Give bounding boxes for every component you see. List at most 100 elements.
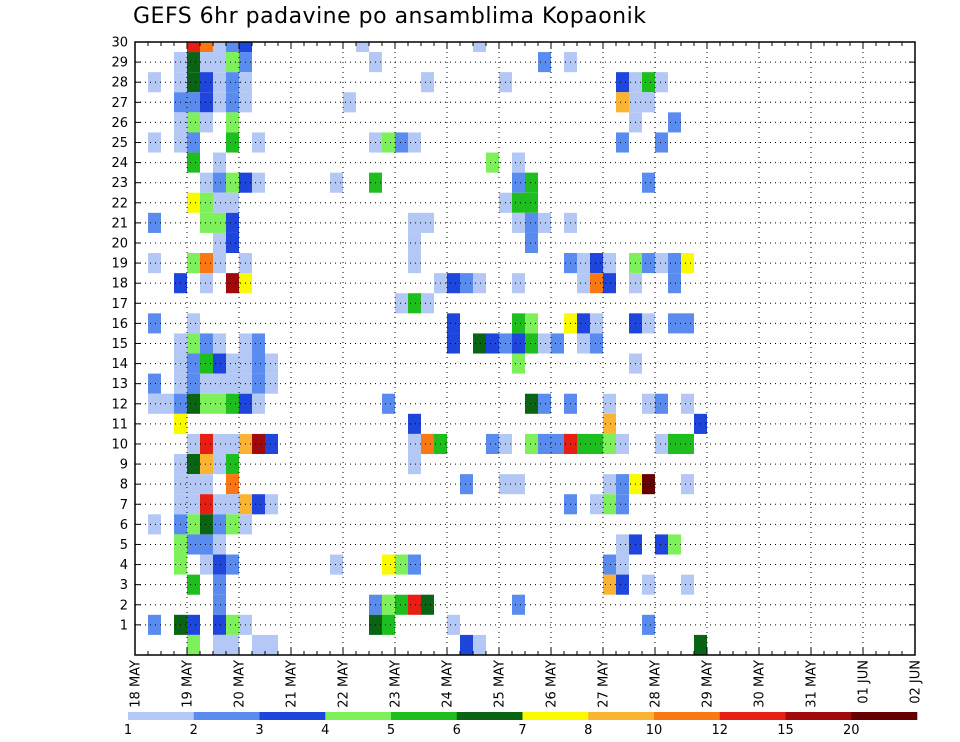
heatmap-cell	[226, 353, 239, 374]
heatmap-cell	[408, 454, 421, 475]
legend-label: 20	[843, 723, 860, 738]
heatmap-cell	[187, 152, 200, 173]
heatmap-cell	[538, 52, 551, 73]
heatmap-cell	[512, 172, 525, 193]
y-tick-label: 4	[120, 558, 128, 573]
heatmap-cell	[408, 293, 421, 314]
y-tick-label: 30	[111, 36, 128, 51]
y-tick-label: 20	[111, 236, 128, 251]
legend-swatch	[456, 712, 523, 720]
heatmap-cell	[213, 433, 226, 455]
heatmap-cell	[512, 594, 525, 615]
heatmap-cell	[226, 454, 239, 475]
heatmap-cell	[616, 433, 629, 455]
heatmap-cell	[200, 72, 213, 93]
x-tick-label: 18 MAY	[129, 660, 144, 708]
heatmap-cell	[226, 172, 239, 193]
heatmap-cell	[382, 614, 395, 635]
heatmap-cell	[187, 634, 200, 655]
heatmap-cell	[187, 353, 200, 374]
heatmap-cell	[200, 42, 213, 53]
x-tick-label: 25 MAY	[493, 660, 508, 708]
heatmap-cell	[200, 494, 213, 515]
heatmap-cell	[642, 393, 655, 414]
heatmap-cell	[200, 433, 213, 455]
heatmap-cell	[213, 152, 226, 173]
y-tick-label: 19	[111, 257, 128, 272]
heatmap-cell	[408, 132, 421, 153]
y-tick-label: 1	[120, 618, 128, 633]
heatmap-cell	[252, 132, 265, 153]
heatmap-cell	[447, 313, 460, 334]
heatmap-cell	[343, 92, 356, 113]
y-tick-label: 28	[111, 76, 128, 91]
heatmap-cell	[512, 192, 525, 213]
y-tick-label: 10	[111, 437, 128, 452]
heatmap-cell	[421, 293, 434, 314]
heatmap-cell	[382, 393, 395, 414]
heatmap-cell	[395, 132, 408, 153]
y-tick-label: 7	[120, 498, 128, 513]
heatmap-cell	[148, 253, 161, 274]
heatmap-cell	[252, 634, 265, 655]
heatmap-cell	[512, 152, 525, 173]
heatmap-cell	[603, 433, 616, 455]
heatmap-cell	[187, 454, 200, 475]
heatmap-cell	[408, 554, 421, 575]
heatmap-cell	[538, 393, 551, 414]
heatmap-cell	[642, 474, 655, 495]
heatmap-cell	[265, 433, 278, 455]
heatmap-cell	[642, 253, 655, 274]
heatmap-cell	[395, 554, 408, 575]
legend-swatch	[193, 712, 260, 720]
x-tick-label: 01 JUN	[857, 660, 872, 704]
heatmap-cell	[421, 433, 434, 455]
heatmap-cell	[213, 72, 226, 93]
heatmap-cell	[590, 313, 603, 334]
heatmap-cell	[408, 212, 421, 233]
y-tick-label: 17	[111, 297, 128, 312]
heatmap-cell	[187, 514, 200, 535]
heatmap-cell	[252, 333, 265, 354]
heatmap-cell	[187, 433, 200, 455]
heatmap-cell	[187, 614, 200, 635]
heatmap-cell	[382, 554, 395, 575]
heatmap-cell	[213, 232, 226, 254]
heatmap-cell	[681, 393, 694, 414]
heatmap-cell	[525, 393, 538, 414]
heatmap-cell	[668, 273, 681, 294]
legend-label: 8	[584, 723, 592, 738]
heatmap-cell	[213, 534, 226, 555]
heatmap-cell	[460, 273, 473, 294]
heatmap-cell	[239, 42, 252, 53]
x-tick-label: 23 MAY	[389, 660, 404, 708]
heatmap-cell	[148, 212, 161, 233]
heatmap-cell	[538, 433, 551, 455]
heatmap-cell	[395, 293, 408, 314]
heatmap-cells	[148, 42, 707, 655]
x-axis: 18 MAY 19 MAY 20 MAY 21 MAY 22 MAY 23 MAY 24 M…	[129, 42, 924, 708]
heatmap-cell	[187, 534, 200, 555]
y-tick-label: 27	[111, 96, 128, 111]
heatmap-cell	[226, 42, 239, 53]
x-tick-label: 20 MAY	[233, 660, 248, 708]
x-tick-label: 29 MAY	[701, 660, 716, 708]
heatmap-cell	[200, 92, 213, 113]
heatmap-cell	[200, 172, 213, 193]
heatmap-cell	[603, 494, 616, 515]
heatmap-cell	[187, 333, 200, 354]
legend-label: 6	[453, 723, 461, 738]
heatmap-cell	[187, 574, 200, 595]
heatmap-cell	[590, 273, 603, 294]
heatmap-cell	[603, 574, 616, 595]
legend-label: 2	[190, 723, 198, 738]
heatmap-cell	[525, 313, 538, 334]
heatmap-cell	[642, 614, 655, 635]
heatmap-cell	[473, 634, 486, 655]
legend-label: 10	[646, 723, 663, 738]
heatmap-cell	[616, 494, 629, 515]
heatmap-cell	[213, 574, 226, 595]
heatmap-cell	[655, 253, 668, 274]
heatmap-cell	[694, 634, 707, 655]
heatmap-cell	[668, 253, 681, 274]
